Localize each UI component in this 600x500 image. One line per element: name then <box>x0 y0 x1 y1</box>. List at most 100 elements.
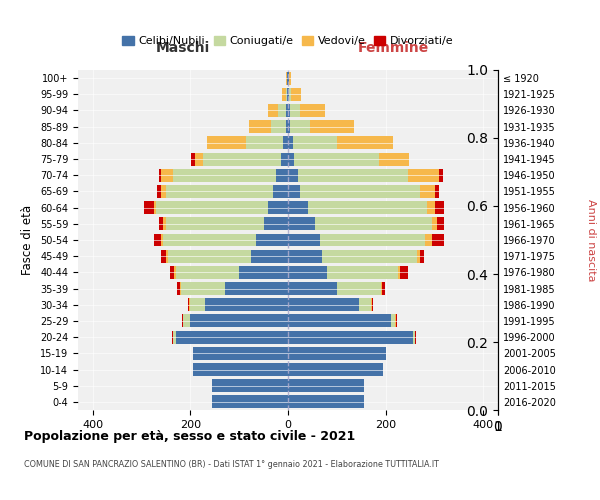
Bar <box>288 282 337 295</box>
Text: COMUNE DI SAN PANCRAZIO SALENTINO (BR) - Dati ISTAT 1° gennaio 2021 - Elaborazio: COMUNE DI SAN PANCRAZIO SALENTINO (BR) -… <box>24 460 439 469</box>
Bar <box>176 330 288 344</box>
Bar <box>337 282 381 295</box>
Bar <box>281 152 288 166</box>
Bar <box>274 185 288 198</box>
Bar <box>163 234 256 246</box>
Bar <box>249 120 271 133</box>
Bar <box>288 120 290 133</box>
Bar <box>288 396 364 408</box>
Bar <box>432 218 437 230</box>
Bar <box>322 250 418 262</box>
Bar <box>359 298 371 311</box>
Bar <box>286 104 288 117</box>
Bar <box>256 234 288 246</box>
Bar <box>154 234 161 246</box>
Bar <box>288 298 359 311</box>
Bar <box>276 169 288 181</box>
Bar <box>283 136 288 149</box>
Bar <box>434 185 439 198</box>
Text: Maschi: Maschi <box>156 40 210 54</box>
Bar <box>158 218 163 230</box>
Bar <box>420 250 424 262</box>
Bar <box>205 298 288 311</box>
Text: Popolazione per età, sesso e stato civile - 2021: Popolazione per età, sesso e stato civil… <box>24 430 355 443</box>
Bar <box>300 185 420 198</box>
Bar <box>161 169 173 181</box>
Bar <box>288 88 289 101</box>
Bar <box>174 266 176 279</box>
Bar <box>407 169 439 181</box>
Bar <box>177 282 179 295</box>
Bar <box>288 152 294 166</box>
Bar <box>212 396 288 408</box>
Bar <box>288 185 300 198</box>
Bar <box>398 266 400 279</box>
Bar <box>271 120 286 133</box>
Bar <box>288 363 383 376</box>
Bar <box>190 314 288 328</box>
Bar <box>286 120 288 133</box>
Bar <box>181 282 224 295</box>
Bar <box>179 282 181 295</box>
Bar <box>315 218 432 230</box>
Bar <box>173 330 176 344</box>
Bar <box>294 152 379 166</box>
Bar <box>372 298 373 311</box>
Bar <box>170 266 174 279</box>
Bar <box>278 104 286 117</box>
Bar <box>379 152 409 166</box>
Bar <box>288 314 391 328</box>
Bar <box>286 88 287 101</box>
Bar <box>298 169 407 181</box>
Bar <box>193 363 288 376</box>
Y-axis label: Fasce di età: Fasce di età <box>22 205 34 275</box>
Bar <box>381 282 382 295</box>
Bar <box>413 330 415 344</box>
Bar <box>268 201 288 214</box>
Bar <box>239 266 288 279</box>
Bar <box>300 104 325 117</box>
Bar <box>188 298 190 311</box>
Bar <box>427 201 434 214</box>
Bar <box>400 266 407 279</box>
Bar <box>208 136 247 149</box>
Bar <box>288 169 298 181</box>
Bar <box>161 250 166 262</box>
Bar <box>289 88 292 101</box>
Bar <box>288 104 290 117</box>
Bar <box>191 152 195 166</box>
Legend: Celibi/Nubili, Coniugati/e, Vedovi/e, Divorziati/e: Celibi/Nubili, Coniugati/e, Vedovi/e, Di… <box>118 32 458 50</box>
Bar <box>154 201 156 214</box>
Bar <box>166 185 274 198</box>
Bar <box>247 136 283 149</box>
Bar <box>396 314 397 328</box>
Bar <box>418 250 420 262</box>
Bar <box>183 314 190 328</box>
Bar <box>251 250 288 262</box>
Bar <box>193 347 288 360</box>
Text: Femmine: Femmine <box>358 40 428 54</box>
Bar <box>163 218 166 230</box>
Bar <box>195 152 203 166</box>
Bar <box>156 201 268 214</box>
Bar <box>391 314 395 328</box>
Bar <box>263 218 288 230</box>
Bar <box>288 250 322 262</box>
Bar <box>144 201 154 214</box>
Bar <box>288 218 315 230</box>
Bar <box>190 298 205 311</box>
Bar <box>420 185 434 198</box>
Bar <box>166 218 263 230</box>
Bar <box>173 169 276 181</box>
Bar <box>158 169 161 181</box>
Bar <box>157 185 161 198</box>
Bar <box>288 347 386 360</box>
Bar <box>289 72 292 85</box>
Bar <box>166 250 169 262</box>
Bar <box>288 330 413 344</box>
Bar <box>287 72 288 85</box>
Bar <box>161 234 163 246</box>
Bar <box>434 201 444 214</box>
Bar <box>288 72 289 85</box>
Bar <box>308 201 427 214</box>
